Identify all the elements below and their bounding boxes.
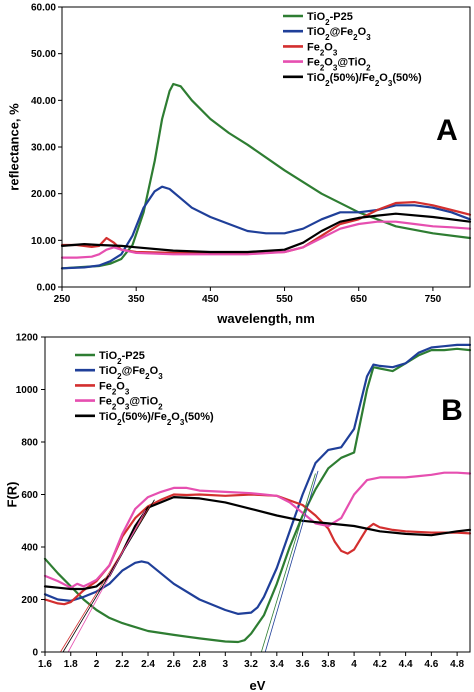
chart-a-x-tick-label: 350 [128,294,145,305]
chart-a-ticks: 250 350 450 550 650 750 0.00 10.00 20.00 30.00 40.… [31,3,442,306]
chart-b-legend-entry-2: Fe2O3 [99,380,130,396]
chart-b-x-tick-label: 4.2 [373,659,387,670]
chart-b-tangent-line-1 [62,499,155,653]
chart-a-legend-entry-0: TiO2-P25 [307,11,353,27]
chart-b-legend: TiO2-P25TiO2@Fe2O3Fe2O3Fe2O3@TiO2TiO2(50… [75,350,214,426]
chart-b-x-tick-label: 4 [351,659,357,670]
chart-b-tangent-line-0 [60,504,151,653]
chart-b-y-tick-label: 0 [32,648,38,659]
chart-a-y-tick-label: 60.00 [31,3,56,14]
chart-b-y-tick-label: 400 [21,543,38,554]
chart-b-tangent-line-3 [260,473,316,653]
chart-b-tangent-line-4 [264,470,319,653]
chart-b-legend-entry-4: TiO2(50%)/Fe2O3(50%) [99,411,214,427]
chart-b-x-axis-label: eV [250,678,266,692]
chart-b-x-tick-label: 1.6 [38,659,52,670]
chart-b-x-tick-label: 3.6 [296,659,310,670]
chart-b-ticks: 1.6 1.8 2 2.2 2.4 2.6 2.8 3 3.2 3.4 3.6 3.8 4 4.2 4.4 4… [16,333,465,671]
chart-b-x-tick-label: 2.4 [141,659,155,670]
chart-b-lines [43,343,472,644]
chart-b-panel-label: B [441,394,463,427]
chart-b-y-tick-label: 600 [21,490,38,501]
chart-b-legend-entry-3: Fe2O3@TiO2 [99,396,163,412]
chart-a-x-tick-label: 550 [276,294,293,305]
chart-a-y-tick-label: 20.00 [31,189,56,200]
chart-b-series-line-4 [43,496,472,591]
chart-b-series-line-1 [43,343,472,616]
chart-b: 1.6 1.8 2 2.2 2.4 2.6 2.8 3 3.2 3.4 3.6 3.8 4 4.2 4.4 4… [5,333,472,692]
chart-a-x-tick-label: 750 [425,294,442,305]
chart-a-lines [60,82,472,270]
chart-a-legend-entry-4: TiO2(50%)/Fe2O3(50%) [307,72,422,88]
chart-a-legend: TiO2-P25TiO2@Fe2O3Fe2O3Fe2O3@TiO2TiO2(50… [283,11,422,87]
chart-a-legend-entry-3: Fe2O3@TiO2 [307,57,371,73]
chart-b-x-tick-label: 2.6 [167,659,181,670]
chart-a-legend-entry-1: TiO2@Fe2O3 [307,26,371,42]
chart-b-y-tick-label: 1000 [16,385,39,396]
chart-a-x-tick-label: 250 [54,294,71,305]
chart-b-x-tick-label: 3 [223,659,229,670]
chart-b-y-tick-label: 1200 [16,333,39,344]
chart-b-x-tick-label: 2.8 [193,659,207,670]
chart-a-series-line-4 [60,212,472,254]
chart-b-tangent-line-2 [67,510,146,653]
chart-b-x-tick-label: 2.2 [115,659,129,670]
chart-a-legend-entry-2: Fe2O3 [307,41,338,57]
chart-a: 250 350 450 550 650 750 0.00 10.00 20.00 30.00 40.… [7,3,472,326]
chart-b-x-tick-label: 3.4 [270,659,284,670]
chart-a-series-line-3 [60,220,472,259]
chart-a-x-tick-label: 650 [350,294,367,305]
chart-b-y-tick-label: 200 [21,595,38,606]
chart-a-y-tick-label: 0.00 [37,283,57,294]
chart-b-y-tick-label: 800 [21,438,38,449]
chart-a-x-axis-label: wavelength, nm [216,311,315,326]
chart-b-x-tick-label: 1.8 [64,659,78,670]
chart-a-y-tick-label: 10.00 [31,236,56,247]
chart-b-tangent-lines [60,470,319,653]
chart-a-series-line-0 [60,82,472,270]
chart-a-y-tick-label: 50.00 [31,49,56,60]
chart-b-x-tick-label: 3.8 [321,659,335,670]
chart-a-x-tick-label: 450 [202,294,219,305]
chart-b-x-tick-label: 2 [94,659,100,670]
chart-a-y-axis-label: reflectance, % [7,103,22,191]
chart-a-panel-label: A [436,114,458,147]
chart-a-y-tick-label: 30.00 [31,143,56,154]
chart-b-legend-entry-0: TiO2-P25 [99,350,145,366]
chart-a-y-tick-label: 40.00 [31,96,56,107]
chart-b-x-tick-label: 4.4 [399,659,413,670]
chart-b-x-tick-label: 3.2 [244,659,258,670]
chart-b-legend-entry-1: TiO2@Fe2O3 [99,365,163,381]
chart-a-series-line-1 [60,185,472,270]
chart-b-y-axis-label: F(R) [5,482,20,508]
chart-b-series-line-3 [43,471,472,589]
chart-b-x-tick-label: 4.8 [450,659,464,670]
chart-b-x-tick-label: 4.6 [424,659,438,670]
